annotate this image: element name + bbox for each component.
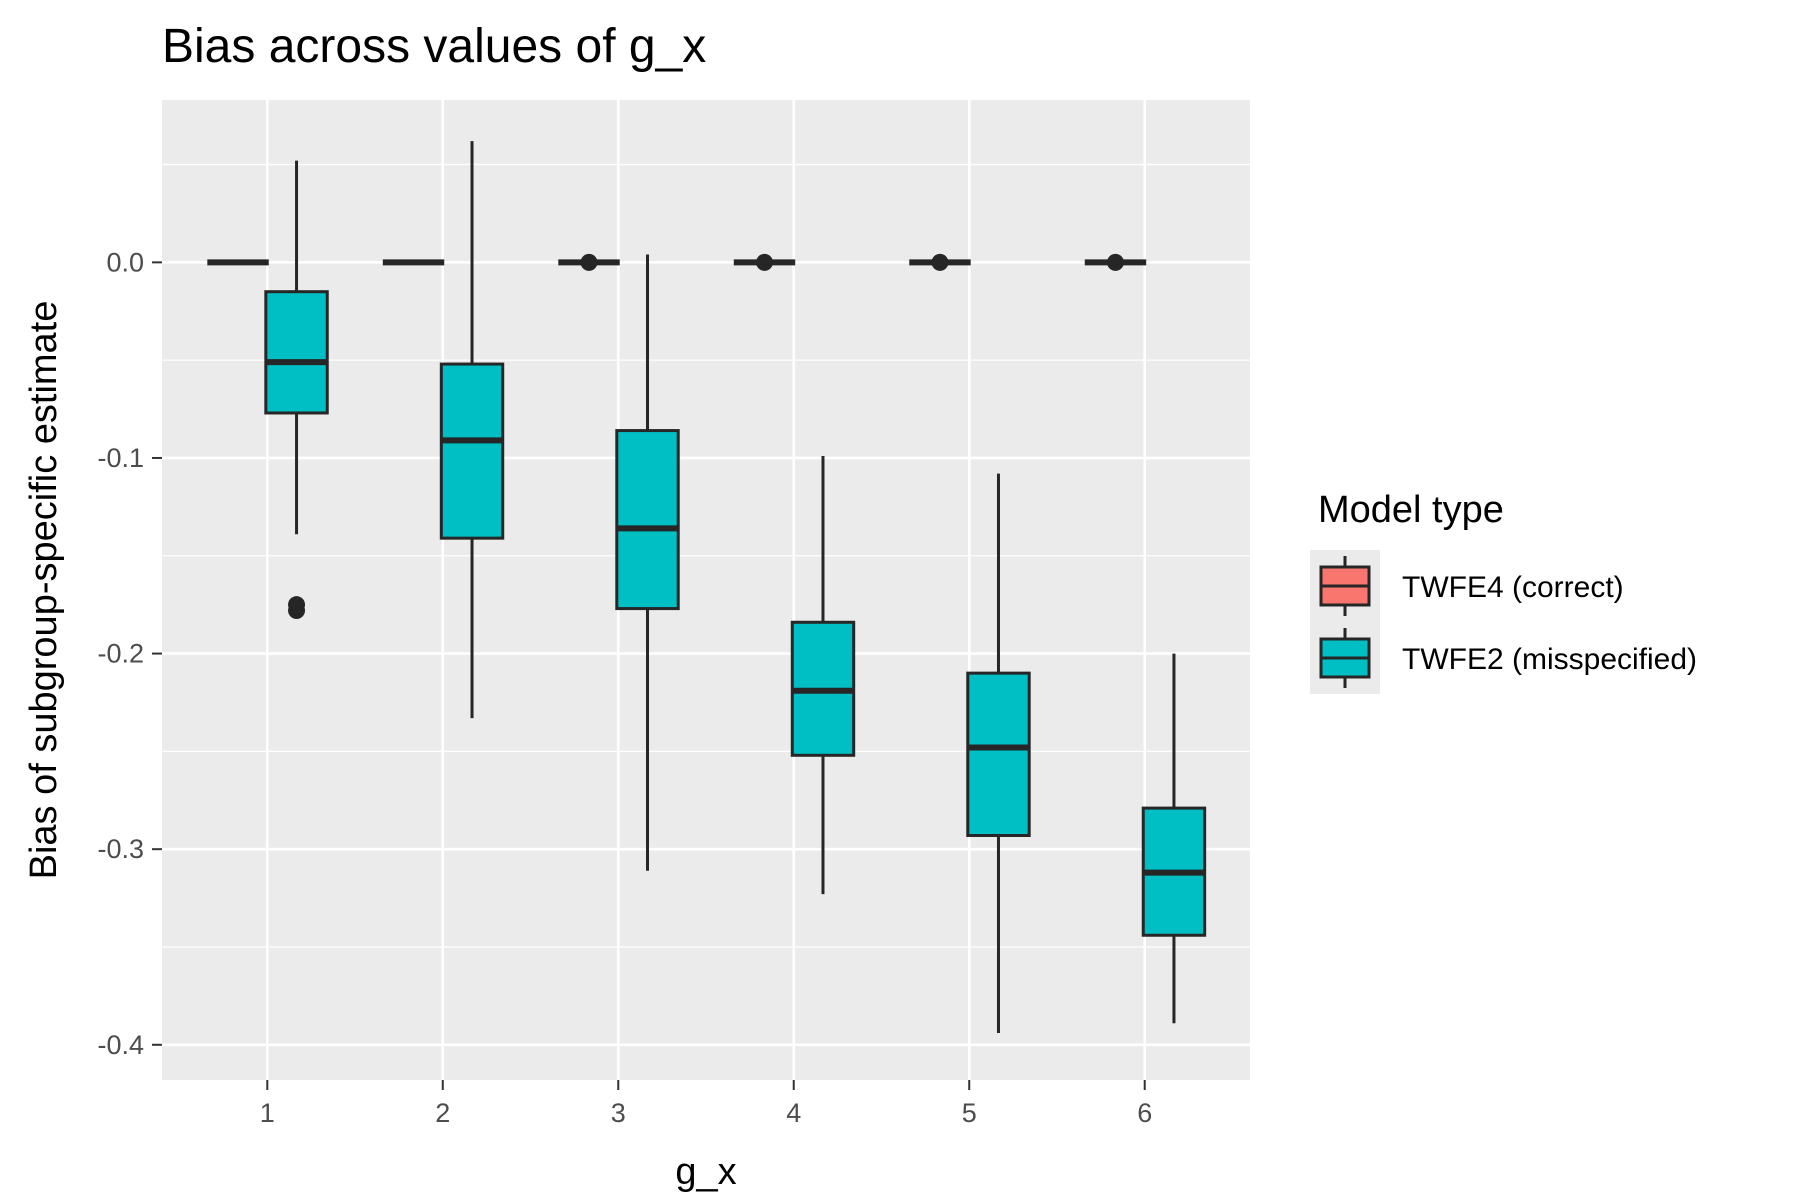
x-tick-label: 1 bbox=[260, 1098, 275, 1128]
box-twfe2-gx-5 bbox=[966, 473, 1031, 1034]
outlier-point bbox=[580, 253, 598, 271]
x-tick-label: 4 bbox=[786, 1098, 801, 1128]
box-twfe4-gx-4 bbox=[733, 253, 796, 271]
outlier-point bbox=[1106, 253, 1124, 271]
legend-item-twfe2: TWFE2 (misspecified) bbox=[1310, 622, 1697, 694]
x-tick-label: 2 bbox=[435, 1098, 450, 1128]
box-twfe2-gx-1 bbox=[264, 160, 329, 620]
box-body bbox=[966, 671, 1031, 837]
box-twfe4-gx-6 bbox=[1084, 253, 1147, 271]
x-tick-label: 5 bbox=[962, 1098, 977, 1128]
x-tick-label: 3 bbox=[611, 1098, 626, 1128]
y-axis-title: Bias of subgroup-specific estimate bbox=[23, 301, 65, 880]
outlier-point bbox=[755, 253, 773, 271]
box-twfe4-gx-5 bbox=[909, 253, 971, 271]
box-twfe2-gx-4 bbox=[790, 456, 856, 895]
y-tick-label: -0.4 bbox=[97, 1030, 144, 1060]
y-tick-label: 0.0 bbox=[106, 247, 144, 277]
legend-label: TWFE4 (correct) bbox=[1402, 571, 1624, 604]
legend-item-twfe4: TWFE4 (correct) bbox=[1310, 550, 1624, 622]
x-axis: 1 2 3 4 5 6 bbox=[260, 1080, 1152, 1128]
plot-panel bbox=[162, 100, 1250, 1080]
y-tick-label: -0.2 bbox=[97, 639, 144, 669]
x-axis-title: g_x bbox=[675, 1151, 736, 1193]
box-body bbox=[439, 362, 505, 540]
box-body bbox=[264, 290, 329, 415]
chart-title: Bias across values of g_x bbox=[162, 20, 706, 73]
minor-gridlines bbox=[162, 163, 1250, 948]
y-axis: 0.0 -0.1 -0.2 -0.3 -0.4 bbox=[97, 247, 162, 1060]
box-twfe2-gx-3 bbox=[615, 254, 680, 871]
legend-title: Model type bbox=[1318, 489, 1504, 531]
outlier-point bbox=[931, 253, 949, 271]
legend: Model type TWFE4 (correct) TWFE2 (misspec… bbox=[1310, 489, 1697, 694]
box-twfe4-gx-3 bbox=[558, 253, 620, 271]
legend-label: TWFE2 (misspecified) bbox=[1402, 643, 1697, 676]
box-twfe2-gx-2 bbox=[439, 141, 505, 719]
y-tick-label: -0.1 bbox=[97, 443, 144, 473]
box-series bbox=[207, 141, 1207, 1034]
y-tick-label: -0.3 bbox=[97, 834, 144, 864]
box-twfe2-gx-6 bbox=[1141, 653, 1207, 1024]
outlier-point bbox=[288, 602, 306, 620]
x-tick-label: 6 bbox=[1137, 1098, 1152, 1128]
box-body bbox=[615, 429, 680, 611]
